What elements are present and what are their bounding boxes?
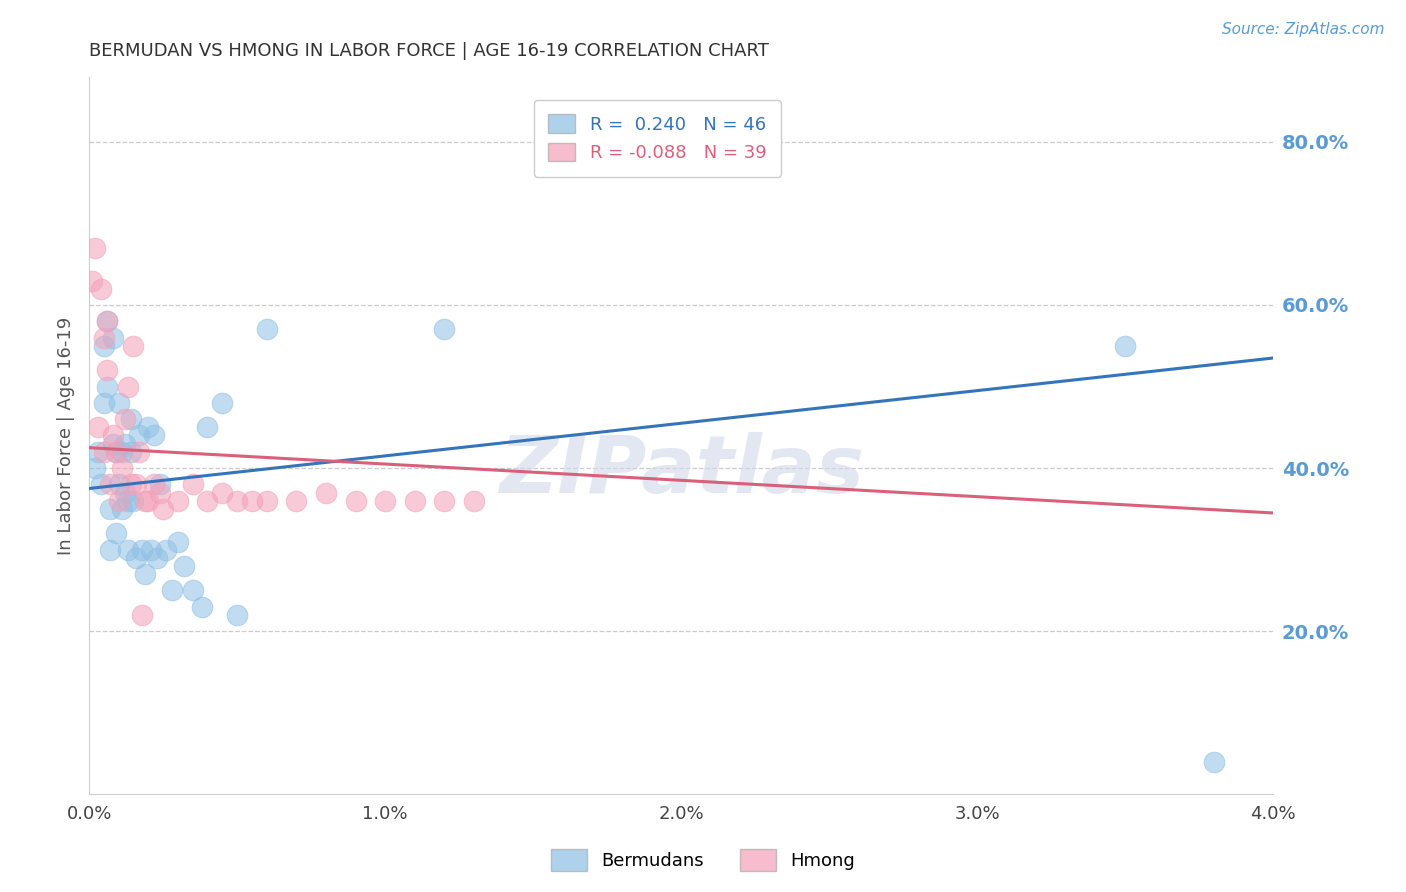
Point bbox=[84, 241, 107, 255]
Point bbox=[136, 420, 159, 434]
Point bbox=[167, 534, 190, 549]
Point bbox=[433, 322, 456, 336]
Point bbox=[117, 542, 139, 557]
Point bbox=[96, 314, 118, 328]
Point bbox=[136, 493, 159, 508]
Point bbox=[111, 461, 134, 475]
Point bbox=[96, 363, 118, 377]
Point bbox=[128, 444, 150, 458]
Point bbox=[146, 550, 169, 565]
Point bbox=[285, 493, 308, 508]
Point bbox=[143, 428, 166, 442]
Point bbox=[181, 583, 204, 598]
Point bbox=[134, 567, 156, 582]
Point bbox=[80, 273, 103, 287]
Point bbox=[93, 444, 115, 458]
Point bbox=[131, 542, 153, 557]
Text: Source: ZipAtlas.com: Source: ZipAtlas.com bbox=[1222, 22, 1385, 37]
Point bbox=[98, 542, 121, 557]
Point bbox=[374, 493, 396, 508]
Point bbox=[197, 420, 219, 434]
Point bbox=[93, 396, 115, 410]
Point bbox=[114, 412, 136, 426]
Point bbox=[104, 444, 127, 458]
Point bbox=[1202, 755, 1225, 769]
Point bbox=[107, 396, 129, 410]
Point bbox=[93, 339, 115, 353]
Point bbox=[134, 493, 156, 508]
Text: BERMUDAN VS HMONG IN LABOR FORCE | AGE 16-19 CORRELATION CHART: BERMUDAN VS HMONG IN LABOR FORCE | AGE 1… bbox=[89, 42, 769, 60]
Point bbox=[155, 542, 177, 557]
Point bbox=[90, 477, 112, 491]
Point bbox=[107, 477, 129, 491]
Point bbox=[104, 444, 127, 458]
Point bbox=[125, 550, 148, 565]
Point bbox=[117, 379, 139, 393]
Point bbox=[120, 444, 142, 458]
Point bbox=[84, 461, 107, 475]
Legend: Bermudans, Hmong: Bermudans, Hmong bbox=[544, 842, 862, 879]
Point bbox=[173, 559, 195, 574]
Point bbox=[256, 322, 278, 336]
Point bbox=[111, 502, 134, 516]
Point bbox=[114, 436, 136, 450]
Point bbox=[143, 477, 166, 491]
Point bbox=[111, 444, 134, 458]
Text: ZIPatlas: ZIPatlas bbox=[499, 433, 863, 510]
Point bbox=[87, 420, 110, 434]
Point bbox=[256, 493, 278, 508]
Point bbox=[315, 485, 337, 500]
Legend: R =  0.240   N = 46, R = -0.088   N = 39: R = 0.240 N = 46, R = -0.088 N = 39 bbox=[534, 100, 782, 177]
Point bbox=[120, 477, 142, 491]
Point bbox=[98, 477, 121, 491]
Point bbox=[96, 379, 118, 393]
Point bbox=[190, 599, 212, 614]
Point bbox=[344, 493, 367, 508]
Point bbox=[101, 330, 124, 344]
Point bbox=[101, 436, 124, 450]
Point bbox=[149, 477, 172, 491]
Point bbox=[125, 477, 148, 491]
Point bbox=[197, 493, 219, 508]
Point bbox=[87, 444, 110, 458]
Point bbox=[240, 493, 263, 508]
Point bbox=[404, 493, 426, 508]
Point bbox=[1114, 339, 1136, 353]
Point bbox=[131, 607, 153, 622]
Point bbox=[167, 493, 190, 508]
Point bbox=[122, 339, 145, 353]
Point bbox=[433, 493, 456, 508]
Point bbox=[120, 412, 142, 426]
Point bbox=[98, 502, 121, 516]
Point bbox=[463, 493, 485, 508]
Point bbox=[152, 502, 174, 516]
Point bbox=[96, 314, 118, 328]
Point bbox=[104, 526, 127, 541]
Point bbox=[141, 542, 163, 557]
Point bbox=[93, 330, 115, 344]
Point bbox=[181, 477, 204, 491]
Point bbox=[107, 493, 129, 508]
Point bbox=[90, 282, 112, 296]
Point bbox=[117, 493, 139, 508]
Point bbox=[114, 485, 136, 500]
Point bbox=[226, 493, 249, 508]
Point bbox=[160, 583, 183, 598]
Y-axis label: In Labor Force | Age 16-19: In Labor Force | Age 16-19 bbox=[58, 317, 75, 555]
Point bbox=[122, 493, 145, 508]
Point bbox=[101, 428, 124, 442]
Point bbox=[211, 396, 233, 410]
Point bbox=[128, 428, 150, 442]
Point bbox=[226, 607, 249, 622]
Point bbox=[149, 485, 172, 500]
Point bbox=[211, 485, 233, 500]
